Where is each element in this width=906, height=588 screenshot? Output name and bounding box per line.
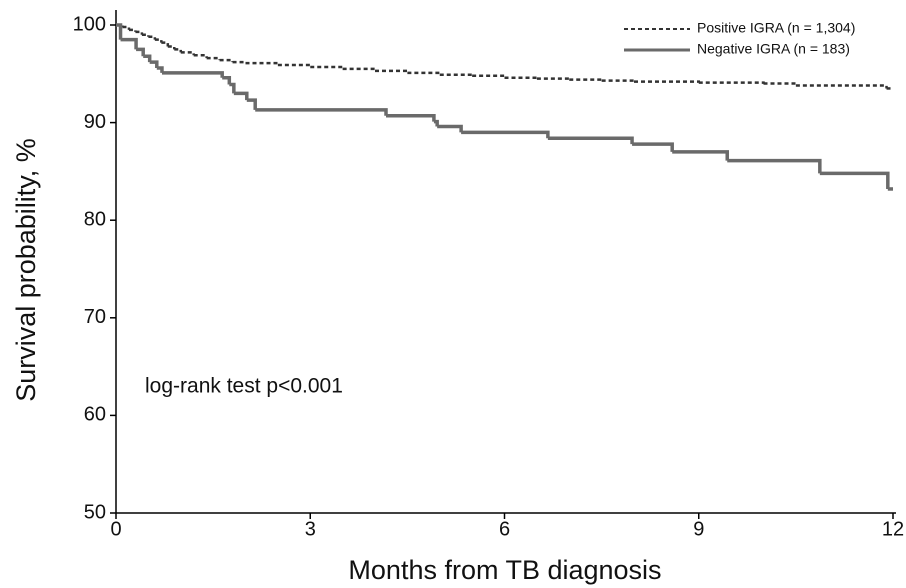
x-tick-label: 6 bbox=[499, 518, 510, 540]
survival-step bbox=[156, 66, 164, 73]
survival-step bbox=[193, 54, 208, 59]
survival-step bbox=[795, 84, 888, 89]
survival-step bbox=[246, 98, 257, 110]
y-axis-label: Survival probability, % bbox=[11, 138, 41, 402]
legend-label: Negative IGRA (n = 183) bbox=[697, 41, 850, 57]
x-tick-label: 0 bbox=[110, 518, 121, 540]
survival-step bbox=[135, 30, 144, 35]
survival-step bbox=[569, 78, 603, 81]
survival-step bbox=[342, 67, 377, 71]
survival-step bbox=[504, 76, 539, 79]
survival-step bbox=[439, 73, 474, 77]
survival-step bbox=[601, 79, 636, 82]
survival-step bbox=[120, 37, 138, 50]
x-tick-label: 9 bbox=[693, 518, 704, 540]
survival-step bbox=[277, 63, 312, 67]
survival-step bbox=[255, 108, 388, 116]
survival-step bbox=[634, 80, 700, 83]
survival-step bbox=[461, 130, 550, 139]
survival-step bbox=[141, 33, 150, 37]
survival-step bbox=[167, 45, 176, 50]
survival-step bbox=[727, 158, 822, 174]
survival-step bbox=[310, 65, 344, 69]
survival-step bbox=[763, 82, 798, 86]
survival-step bbox=[472, 74, 506, 78]
x-tick-label: 3 bbox=[305, 518, 316, 540]
survival-step bbox=[232, 60, 247, 64]
survival-step bbox=[437, 124, 463, 133]
survival-step bbox=[161, 41, 170, 47]
survival-step bbox=[433, 119, 439, 127]
survival-step bbox=[116, 23, 123, 40]
y-tick-label: 50 bbox=[84, 501, 106, 523]
y-tick-label: 70 bbox=[84, 306, 106, 328]
survival-step bbox=[536, 77, 571, 80]
y-tick-label: 90 bbox=[84, 111, 106, 133]
y-tick-label: 60 bbox=[84, 404, 106, 426]
annotation: log-rank test p<0.001 bbox=[145, 375, 343, 398]
survival-step bbox=[229, 82, 236, 94]
x-axis-label: Months from TB diagnosis bbox=[348, 555, 661, 585]
survival-step bbox=[233, 91, 249, 101]
survival-step bbox=[206, 56, 221, 61]
survival-step bbox=[819, 171, 890, 189]
survival-step bbox=[222, 75, 232, 85]
survival-step bbox=[161, 71, 224, 78]
survival-step bbox=[174, 48, 182, 53]
survival-step bbox=[375, 69, 409, 73]
survival-step bbox=[143, 54, 152, 63]
survival-step bbox=[547, 136, 634, 145]
survival-step bbox=[632, 142, 674, 152]
survival-step bbox=[128, 28, 137, 32]
y-tick-label: 80 bbox=[84, 208, 106, 230]
survival-step bbox=[149, 60, 159, 68]
survival-step bbox=[219, 58, 234, 63]
survival-step bbox=[180, 51, 195, 56]
legend-label: Positive IGRA (n = 1,304) bbox=[697, 20, 855, 36]
survival-step bbox=[122, 25, 131, 30]
survival-step bbox=[148, 35, 157, 40]
x-tick-label: 12 bbox=[882, 518, 904, 540]
survival-step bbox=[698, 81, 765, 84]
survival-step bbox=[386, 114, 436, 122]
survival-step bbox=[407, 71, 441, 75]
survival-step bbox=[154, 38, 163, 43]
survival-step bbox=[245, 61, 280, 66]
y-tick-label: 100 bbox=[73, 13, 106, 35]
survival-step bbox=[136, 47, 145, 57]
survival-step bbox=[672, 150, 729, 161]
